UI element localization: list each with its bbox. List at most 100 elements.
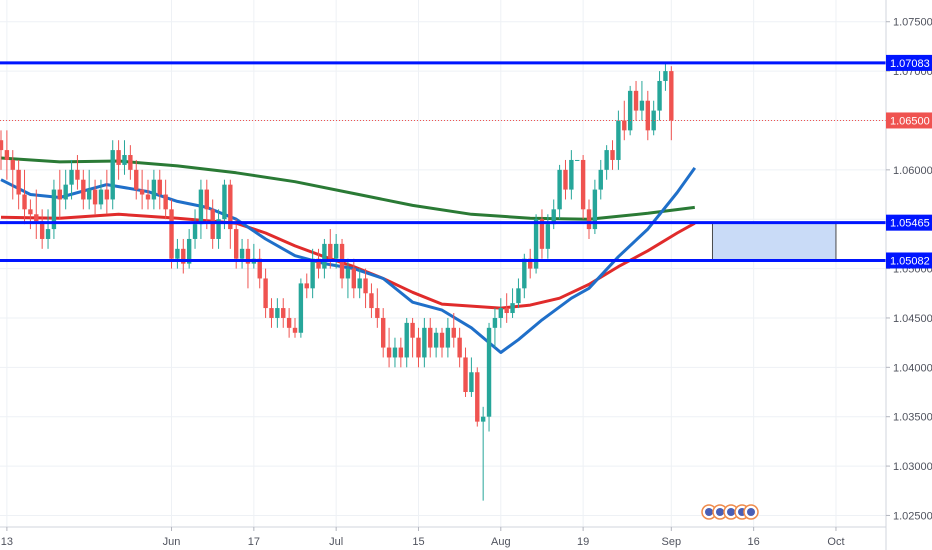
candle: [663, 63, 668, 91]
candle: [298, 278, 304, 338]
economic-events-icon[interactable]: [701, 504, 759, 520]
candle: [186, 229, 192, 269]
candle: [469, 357, 474, 397]
candle-body: [139, 189, 145, 195]
candle-body: [586, 209, 592, 230]
candle: [428, 317, 433, 358]
candle-body: [263, 278, 268, 309]
y-axis-ticks: 1.075001.070001.065001.060001.055001.050…: [886, 17, 932, 522]
zone-layer: [711, 222, 837, 261]
candle: [304, 273, 309, 299]
candle-body: [198, 189, 204, 225]
candle: [239, 238, 245, 269]
candle: [463, 347, 468, 397]
x-tick-label: 16: [748, 536, 760, 548]
x-tick-label: 17: [248, 536, 260, 548]
candle-body: [663, 71, 668, 81]
candle: [633, 80, 639, 121]
candle-body: [486, 327, 492, 417]
candle-body: [145, 194, 151, 200]
candle-body: [504, 308, 509, 314]
candle: [151, 169, 157, 210]
candle: [586, 199, 592, 239]
candle-body: [122, 155, 127, 165]
candle: [45, 209, 51, 249]
candle-body: [433, 332, 439, 348]
candle: [157, 169, 162, 210]
candle-body: [281, 308, 286, 318]
candle: [498, 298, 503, 328]
candle: [339, 238, 345, 289]
candle: [204, 179, 209, 230]
candle-body: [616, 120, 621, 160]
candle: [181, 238, 186, 274]
candle: [504, 293, 509, 323]
horizontal-levels[interactable]: [0, 61, 886, 262]
candle: [39, 209, 45, 249]
candle: [175, 238, 180, 269]
x-tick-label: 15: [412, 536, 424, 548]
x-tick-label: Oct: [827, 536, 844, 548]
candle-body: [286, 317, 292, 328]
candle-body: [422, 327, 427, 358]
candle-body: [557, 169, 562, 210]
candle: [433, 327, 439, 358]
candle-body: [575, 159, 580, 161]
candle: [575, 159, 580, 161]
candle-body: [475, 372, 480, 422]
candle: [63, 169, 68, 210]
candle: [645, 90, 650, 141]
candle-body: [134, 169, 139, 190]
candle: [386, 327, 392, 368]
candle-body: [257, 258, 262, 279]
candle-body: [0, 140, 4, 151]
candle-body: [657, 80, 662, 111]
candle-body: [116, 150, 121, 165]
candle-body: [316, 258, 321, 269]
candle-body: [110, 150, 115, 200]
candle: [81, 169, 86, 210]
candle: [104, 169, 110, 215]
candle-body: [369, 293, 374, 309]
candle: [316, 248, 321, 279]
candle: [57, 169, 62, 220]
candle: [351, 258, 356, 299]
candle: [651, 100, 656, 136]
candle-body: [51, 189, 57, 230]
candle: [16, 159, 21, 210]
candle-body: [98, 189, 104, 205]
candle: [375, 288, 380, 328]
candle: [269, 298, 274, 328]
candle-body: [627, 90, 633, 131]
candle-body: [45, 229, 51, 239]
candle: [134, 159, 139, 200]
candle-body: [322, 243, 327, 269]
candle: [228, 179, 233, 249]
price-tag: [886, 252, 932, 269]
candle-body: [392, 347, 398, 358]
x-tick-label: Jul: [329, 536, 343, 548]
candle: [592, 179, 598, 235]
candle: [480, 406, 486, 501]
candle: [569, 150, 574, 200]
price-tag-label: 1.05465: [890, 218, 930, 230]
candle-body: [345, 268, 351, 279]
candle-body: [498, 308, 503, 318]
candle-body: [28, 209, 33, 215]
candle: [10, 150, 15, 200]
candle-body: [469, 372, 474, 393]
candle-body: [480, 416, 486, 422]
candle-body: [522, 258, 527, 289]
candle: [639, 80, 645, 121]
candle-body: [92, 189, 98, 205]
moving-averages: [0, 156, 697, 354]
last-price-label: 1.06500: [890, 115, 930, 127]
candle-body: [580, 159, 586, 210]
candle-body: [510, 303, 515, 314]
candle: [551, 199, 556, 230]
axes: [0, 0, 887, 550]
x-tick-label: 19: [577, 536, 589, 548]
candle-body: [333, 243, 339, 259]
candle: [222, 179, 227, 230]
